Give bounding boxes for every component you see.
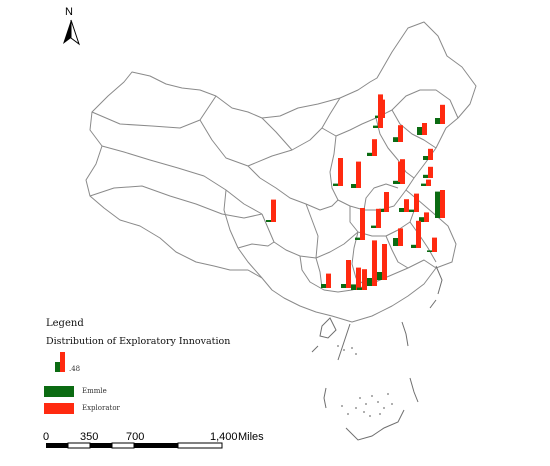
legend-sample-bar-green (55, 362, 60, 372)
bar-exploratory-zhejiang (398, 228, 403, 246)
legend-label-sample: Emmle (82, 387, 107, 395)
bar-sample-guangxi (321, 284, 326, 288)
bar-sample-zhejiang-e (411, 244, 416, 248)
bar-exploratory-guangdong-w (356, 267, 361, 290)
scale-bar (46, 442, 223, 449)
bar-exploratory-hubei (360, 208, 365, 240)
bar-sample-shanxi (333, 183, 338, 186)
bar-exploratory-shanxi (338, 158, 343, 186)
bar-exploratory-guangdong (382, 244, 387, 280)
bar-sample-fujian (371, 225, 376, 228)
bar-exploratory-anhui (414, 193, 419, 212)
bar-exploratory-guangdong-e (362, 269, 367, 290)
bar-sample-guangdong-e (357, 287, 362, 290)
scale-label-0: 0 (43, 431, 50, 443)
bar-exploratory-tianjin (372, 139, 377, 156)
bar-exploratory-fujian-s (428, 166, 433, 178)
bar-sample-zhejiang (393, 238, 398, 246)
bar-exploratory-heilongjiang-s (428, 148, 433, 160)
bar-exploratory-shanghai (440, 190, 445, 218)
province-bars (266, 94, 445, 290)
bar-sample-fujian-s (423, 174, 428, 178)
bar-sample-guangdong-w (351, 284, 356, 290)
bar-sample-anhui (409, 209, 414, 212)
bar-sample-beijing (375, 115, 380, 118)
scale-label-350: 350 (80, 431, 99, 443)
scale-unit: Miles (238, 431, 264, 443)
bar-sample-tianjin (367, 152, 372, 156)
legend-subtitle: Distribution of Exploratory Innovation (46, 336, 231, 347)
bar-sample-chongqing (373, 125, 378, 128)
bar-exploratory-shaanxi (271, 199, 276, 222)
bar-sample-henan (379, 208, 384, 212)
bar-sample-hubei (355, 237, 360, 240)
bar-sample-shaanxi (266, 220, 271, 222)
bar-exploratory-henan (384, 192, 389, 212)
bar-exploratory-heilongjiang-n (440, 104, 445, 124)
bar-sample-hunan (341, 284, 346, 288)
south-china-sea-islands (311, 265, 443, 441)
bar-sample-shanghai (435, 191, 440, 218)
bar-sample-guangdong (377, 272, 382, 280)
legend-label-exploratory: Explorator (82, 404, 120, 412)
bar-exploratory-sichuan (400, 159, 405, 184)
bar-exploratory-shandong-e (426, 179, 431, 186)
scale-label-700: 700 (126, 431, 145, 443)
bar-sample-jiangsu (399, 208, 404, 212)
bar-sample-jiangxi-n (427, 250, 432, 252)
bar-exploratory-jiangsu-s (424, 212, 429, 222)
bar-exploratory-zhejiang-e (416, 220, 421, 248)
bar-exploratory-guangxi (326, 273, 331, 288)
bar-sample-jiangsu-s (419, 217, 424, 222)
bar-exploratory-jilin (422, 123, 427, 135)
bar-sample-liaoning (393, 137, 398, 142)
bar-exploratory-hebei (356, 161, 361, 188)
bar-exploratory-jiangsu (404, 199, 409, 212)
legend-title: Legend (46, 318, 84, 329)
legend-sample-bar-red (60, 352, 65, 372)
bar-exploratory-chongqing (378, 94, 383, 128)
bar-sample-jiangxi (367, 278, 372, 286)
legend-sample-value: .48 (69, 365, 81, 373)
bar-exploratory-hunan (346, 260, 351, 288)
province-boundaries (85, 21, 477, 323)
bar-exploratory-jiangxi (372, 240, 377, 286)
bar-sample-heilongjiang-n (435, 118, 440, 124)
bar-sample-shandong-e (421, 183, 426, 186)
bar-sample-sichuan (395, 182, 400, 184)
bar-sample-hebei (351, 184, 356, 188)
north-arrow-icon (63, 19, 80, 46)
bar-sample-jilin (417, 127, 422, 135)
legend-swatch-exploratory (44, 403, 74, 414)
bar-exploratory-liaoning (398, 125, 403, 142)
scale-label-1400: 1,400 (210, 431, 238, 443)
north-label: N (65, 6, 73, 18)
bar-exploratory-fujian (376, 208, 381, 228)
bar-sample-heilongjiang-s (423, 156, 428, 160)
bar-exploratory-jiangxi-n (432, 237, 437, 252)
legend-swatch-sample (44, 386, 74, 397)
